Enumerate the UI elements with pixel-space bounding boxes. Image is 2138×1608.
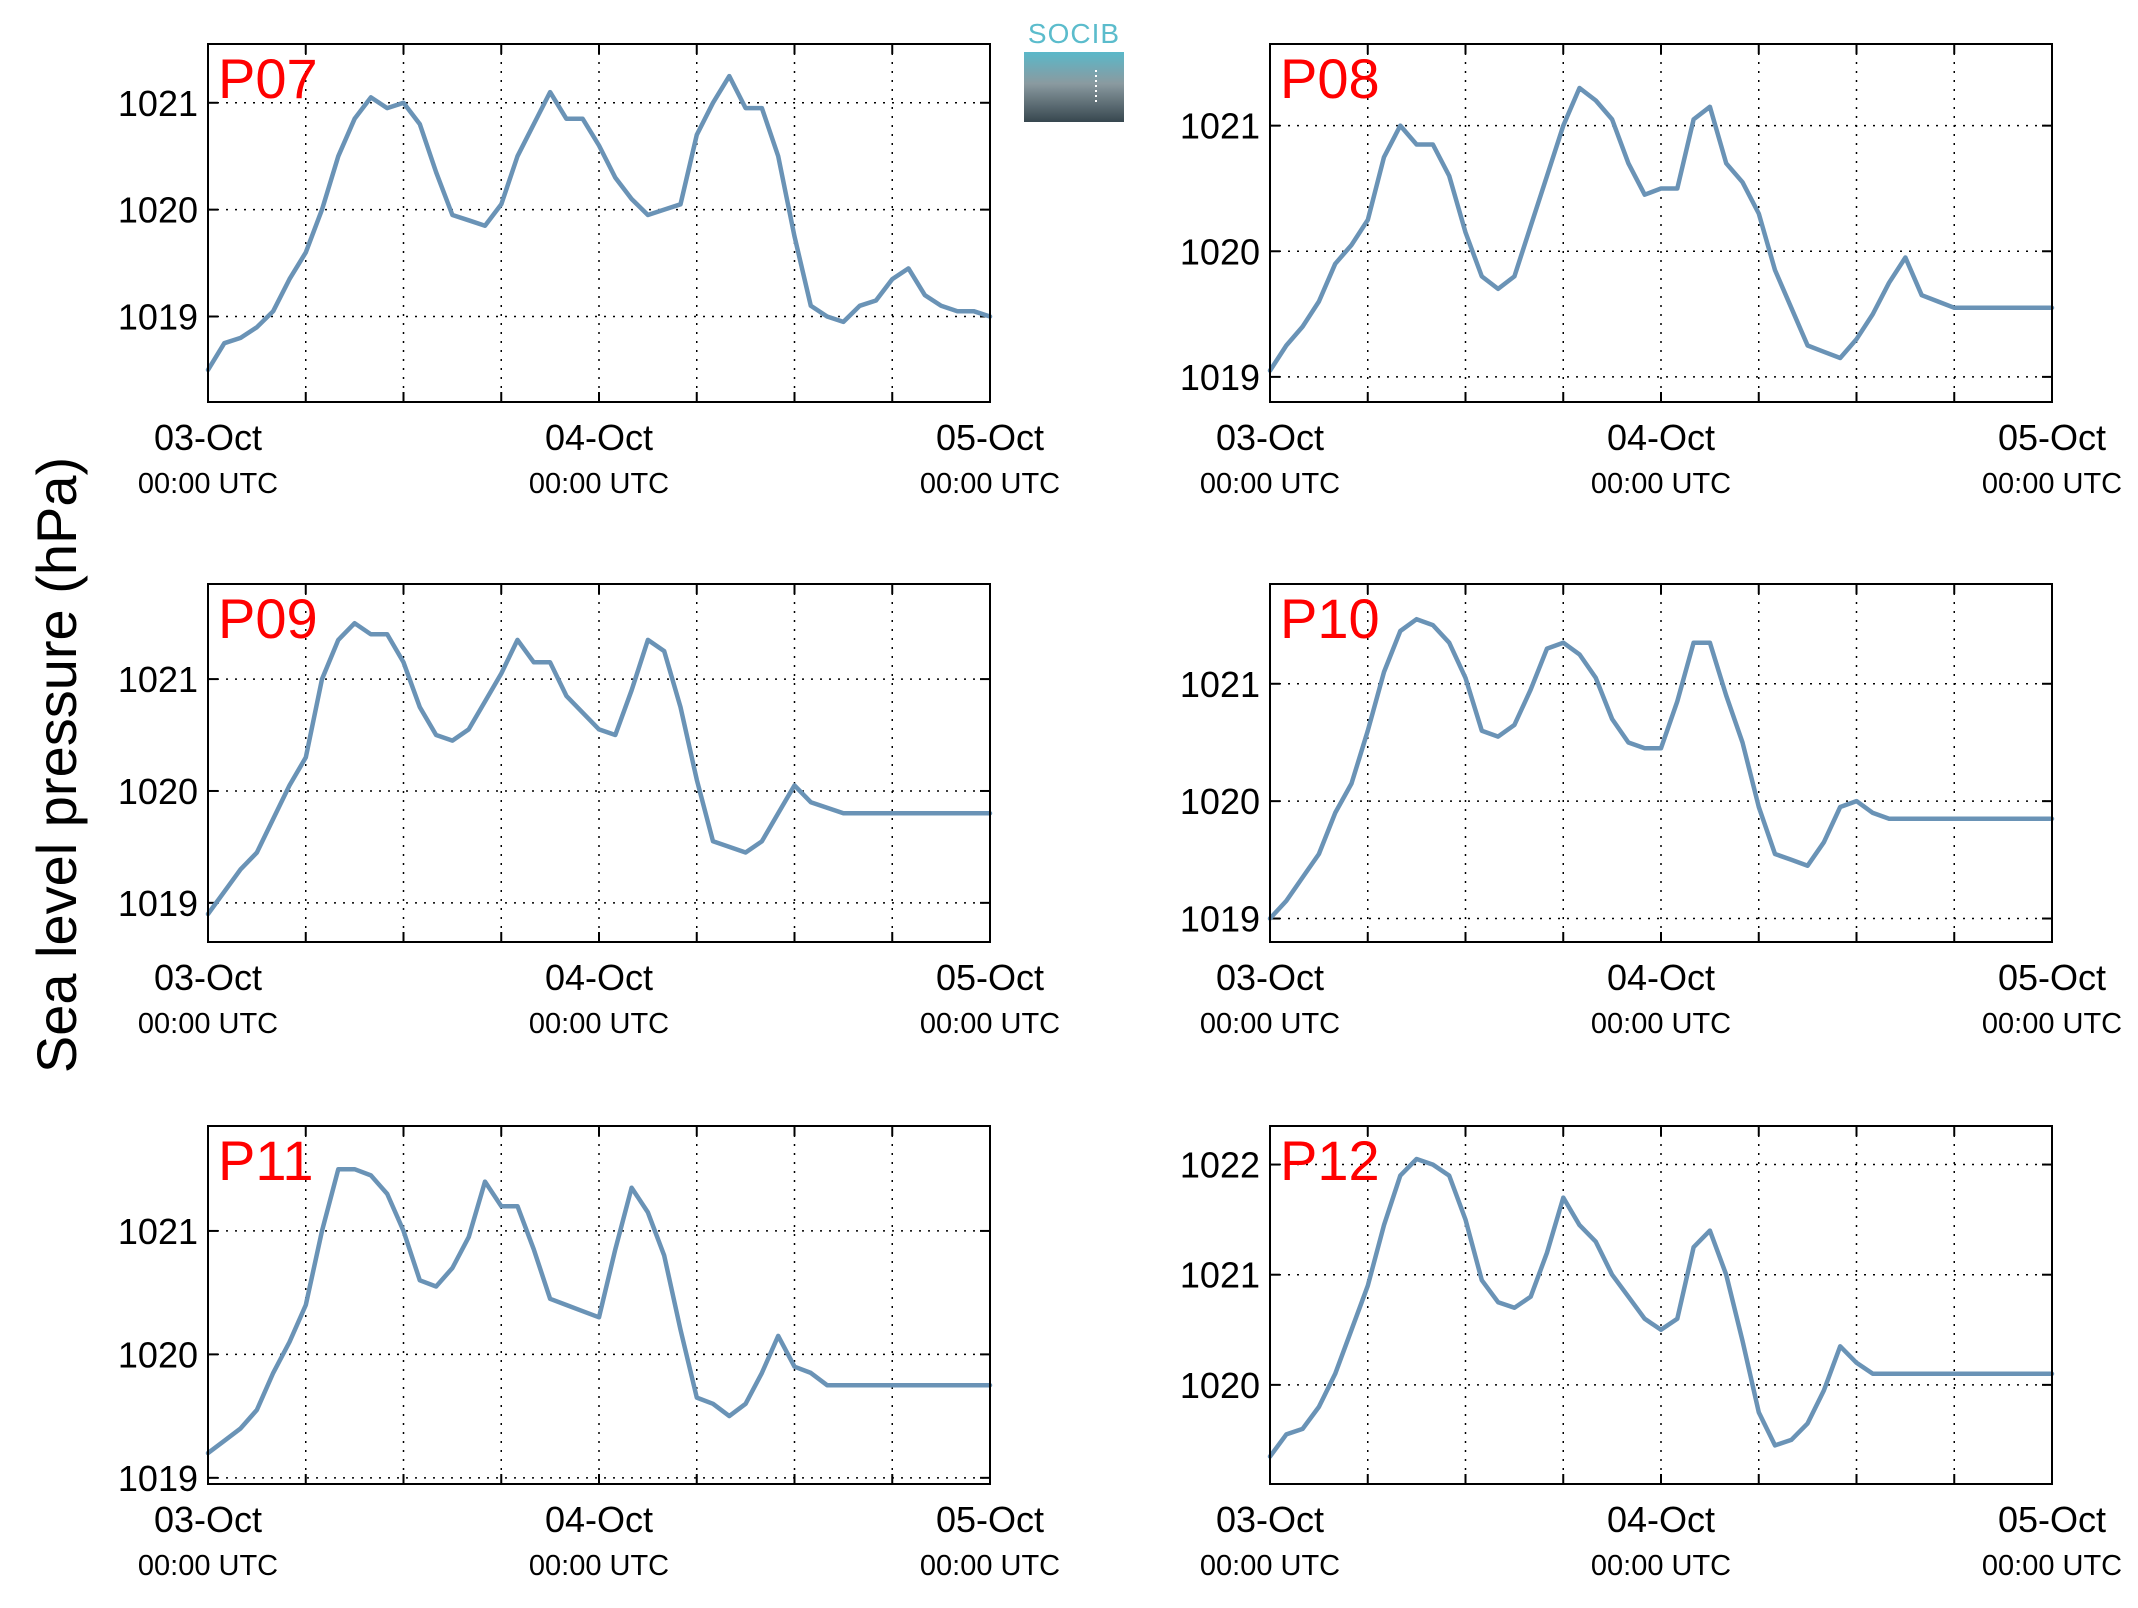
- axes-frame: [1269, 43, 2053, 403]
- y-tick-label: 1020: [118, 771, 198, 812]
- x-tick-label-time: 00:00 UTC: [1200, 468, 1340, 500]
- panel-p11: 1019 1020 1021 03-Oct 00:00 UTC 04-Oct 00:00 U…: [118, 1125, 1060, 1582]
- panels-group: 1019 1020 1021 03-Oct 00:00 UTC 04-Oct 00:00 U…: [118, 43, 2122, 1582]
- panel-p08: 1019 1020 1021 03-Oct 00:00 UTC 04-Oct 00:00 U…: [1180, 43, 2122, 500]
- y-tick-label: 1021: [1180, 664, 1260, 705]
- x-tick-label-date: 04-Oct: [1607, 417, 1715, 458]
- x-tick-label-date: 05-Oct: [1998, 1499, 2106, 1540]
- x-tick-label-date: 05-Oct: [1998, 417, 2106, 458]
- x-tick-label-time: 00:00 UTC: [920, 1550, 1060, 1582]
- panel-p07: 1019 1020 1021 03-Oct 00:00 UTC 04-Oct 00:00 U…: [118, 43, 1060, 500]
- y-axis-label: Sea level pressure (hPa): [25, 457, 88, 1073]
- x-tick-label-date: 04-Oct: [545, 1499, 653, 1540]
- panel-label-p09: P09: [218, 587, 318, 650]
- panel-label-p07: P07: [218, 47, 318, 110]
- x-tick-label-time: 00:00 UTC: [1982, 1550, 2122, 1582]
- x-tick-label-time: 00:00 UTC: [1591, 1550, 1731, 1582]
- series-line-p07: [205, 73, 993, 373]
- y-tick-label: 1020: [118, 190, 198, 231]
- x-tick-label-date: 03-Oct: [154, 1499, 262, 1540]
- x-tick-label-time: 00:00 UTC: [1200, 1008, 1340, 1040]
- panel-label-p08: P08: [1280, 47, 1380, 110]
- panel-p12: 1020 1021 1022 03-Oct 00:00 UTC 04-Oct 00:00 U…: [1180, 1125, 2122, 1582]
- y-tick-label: 1020: [1180, 1365, 1260, 1406]
- socib-logo-text: SOCIB: [1027, 18, 1121, 49]
- y-tick-label: 1021: [118, 83, 198, 124]
- series-line-p08: [1267, 85, 2055, 373]
- panel-p09: 1019 1020 1021 03-Oct 00:00 UTC 04-Oct 00:00 U…: [118, 583, 1060, 1040]
- x-tick-label-time: 00:00 UTC: [529, 468, 669, 500]
- series-line-p12: [1267, 1156, 2055, 1459]
- y-tick-label: 1019: [1180, 899, 1260, 940]
- y-tick-label: 1021: [118, 1211, 198, 1252]
- x-tick-label-date: 04-Oct: [1607, 1499, 1715, 1540]
- x-tick-label-time: 00:00 UTC: [1982, 468, 2122, 500]
- x-tick-label-time: 00:00 UTC: [138, 1008, 278, 1040]
- y-tick-label: 1021: [1180, 1255, 1260, 1296]
- y-tick-label: 1022: [1180, 1145, 1260, 1186]
- x-tick-label-date: 05-Oct: [936, 957, 1044, 998]
- x-tick-label-date: 05-Oct: [1998, 957, 2106, 998]
- series-line-p10: [1267, 616, 2055, 921]
- panel-label-p12: P12: [1280, 1129, 1380, 1192]
- y-tick-label: 1020: [1180, 781, 1260, 822]
- axes-frame: [207, 583, 991, 943]
- x-tick-label-time: 00:00 UTC: [920, 1008, 1060, 1040]
- x-tick-label-date: 05-Oct: [936, 417, 1044, 458]
- y-tick-label: 1021: [118, 659, 198, 700]
- x-tick-label-time: 00:00 UTC: [1982, 1008, 2122, 1040]
- x-tick-label-time: 00:00 UTC: [1200, 1550, 1340, 1582]
- y-tick-label: 1019: [118, 297, 198, 338]
- axes-frame: [1269, 583, 2053, 943]
- panel-label-p11: P11: [218, 1129, 313, 1192]
- y-tick-label: 1019: [118, 883, 198, 924]
- series-line-p09: [205, 620, 993, 917]
- x-tick-label-time: 00:00 UTC: [1591, 1008, 1731, 1040]
- x-tick-label-time: 00:00 UTC: [920, 468, 1060, 500]
- y-tick-label: 1020: [1180, 231, 1260, 272]
- x-tick-label-date: 04-Oct: [545, 957, 653, 998]
- x-tick-label-time: 00:00 UTC: [138, 468, 278, 500]
- y-tick-label: 1019: [1180, 357, 1260, 398]
- x-tick-label-date: 03-Oct: [1216, 957, 1324, 998]
- axes-frame: [1269, 1125, 2053, 1485]
- x-tick-label-time: 00:00 UTC: [529, 1008, 669, 1040]
- x-tick-label-date: 03-Oct: [154, 957, 262, 998]
- x-tick-label-date: 03-Oct: [154, 417, 262, 458]
- axes-frame: [207, 1125, 991, 1485]
- x-tick-label-time: 00:00 UTC: [1591, 468, 1731, 500]
- socib-logo: SOCIB: [1024, 18, 1124, 122]
- panel-label-p10: P10: [1280, 587, 1380, 650]
- panel-p10: 1019 1020 1021 03-Oct 00:00 UTC 04-Oct 00:00 U…: [1180, 583, 2122, 1040]
- x-tick-label-date: 05-Oct: [936, 1499, 1044, 1540]
- y-tick-label: 1021: [1180, 106, 1260, 147]
- y-tick-label: 1020: [118, 1334, 198, 1375]
- x-tick-label-date: 03-Oct: [1216, 1499, 1324, 1540]
- x-tick-label-time: 00:00 UTC: [138, 1550, 278, 1582]
- socib-logo-mark: [1024, 52, 1124, 122]
- x-tick-label-date: 03-Oct: [1216, 417, 1324, 458]
- series-line-p11: [205, 1166, 993, 1456]
- x-tick-label-date: 04-Oct: [545, 417, 653, 458]
- x-tick-label-time: 00:00 UTC: [529, 1550, 669, 1582]
- axes-frame: [207, 43, 991, 403]
- x-tick-label-date: 04-Oct: [1607, 957, 1715, 998]
- y-tick-label: 1019: [118, 1458, 198, 1499]
